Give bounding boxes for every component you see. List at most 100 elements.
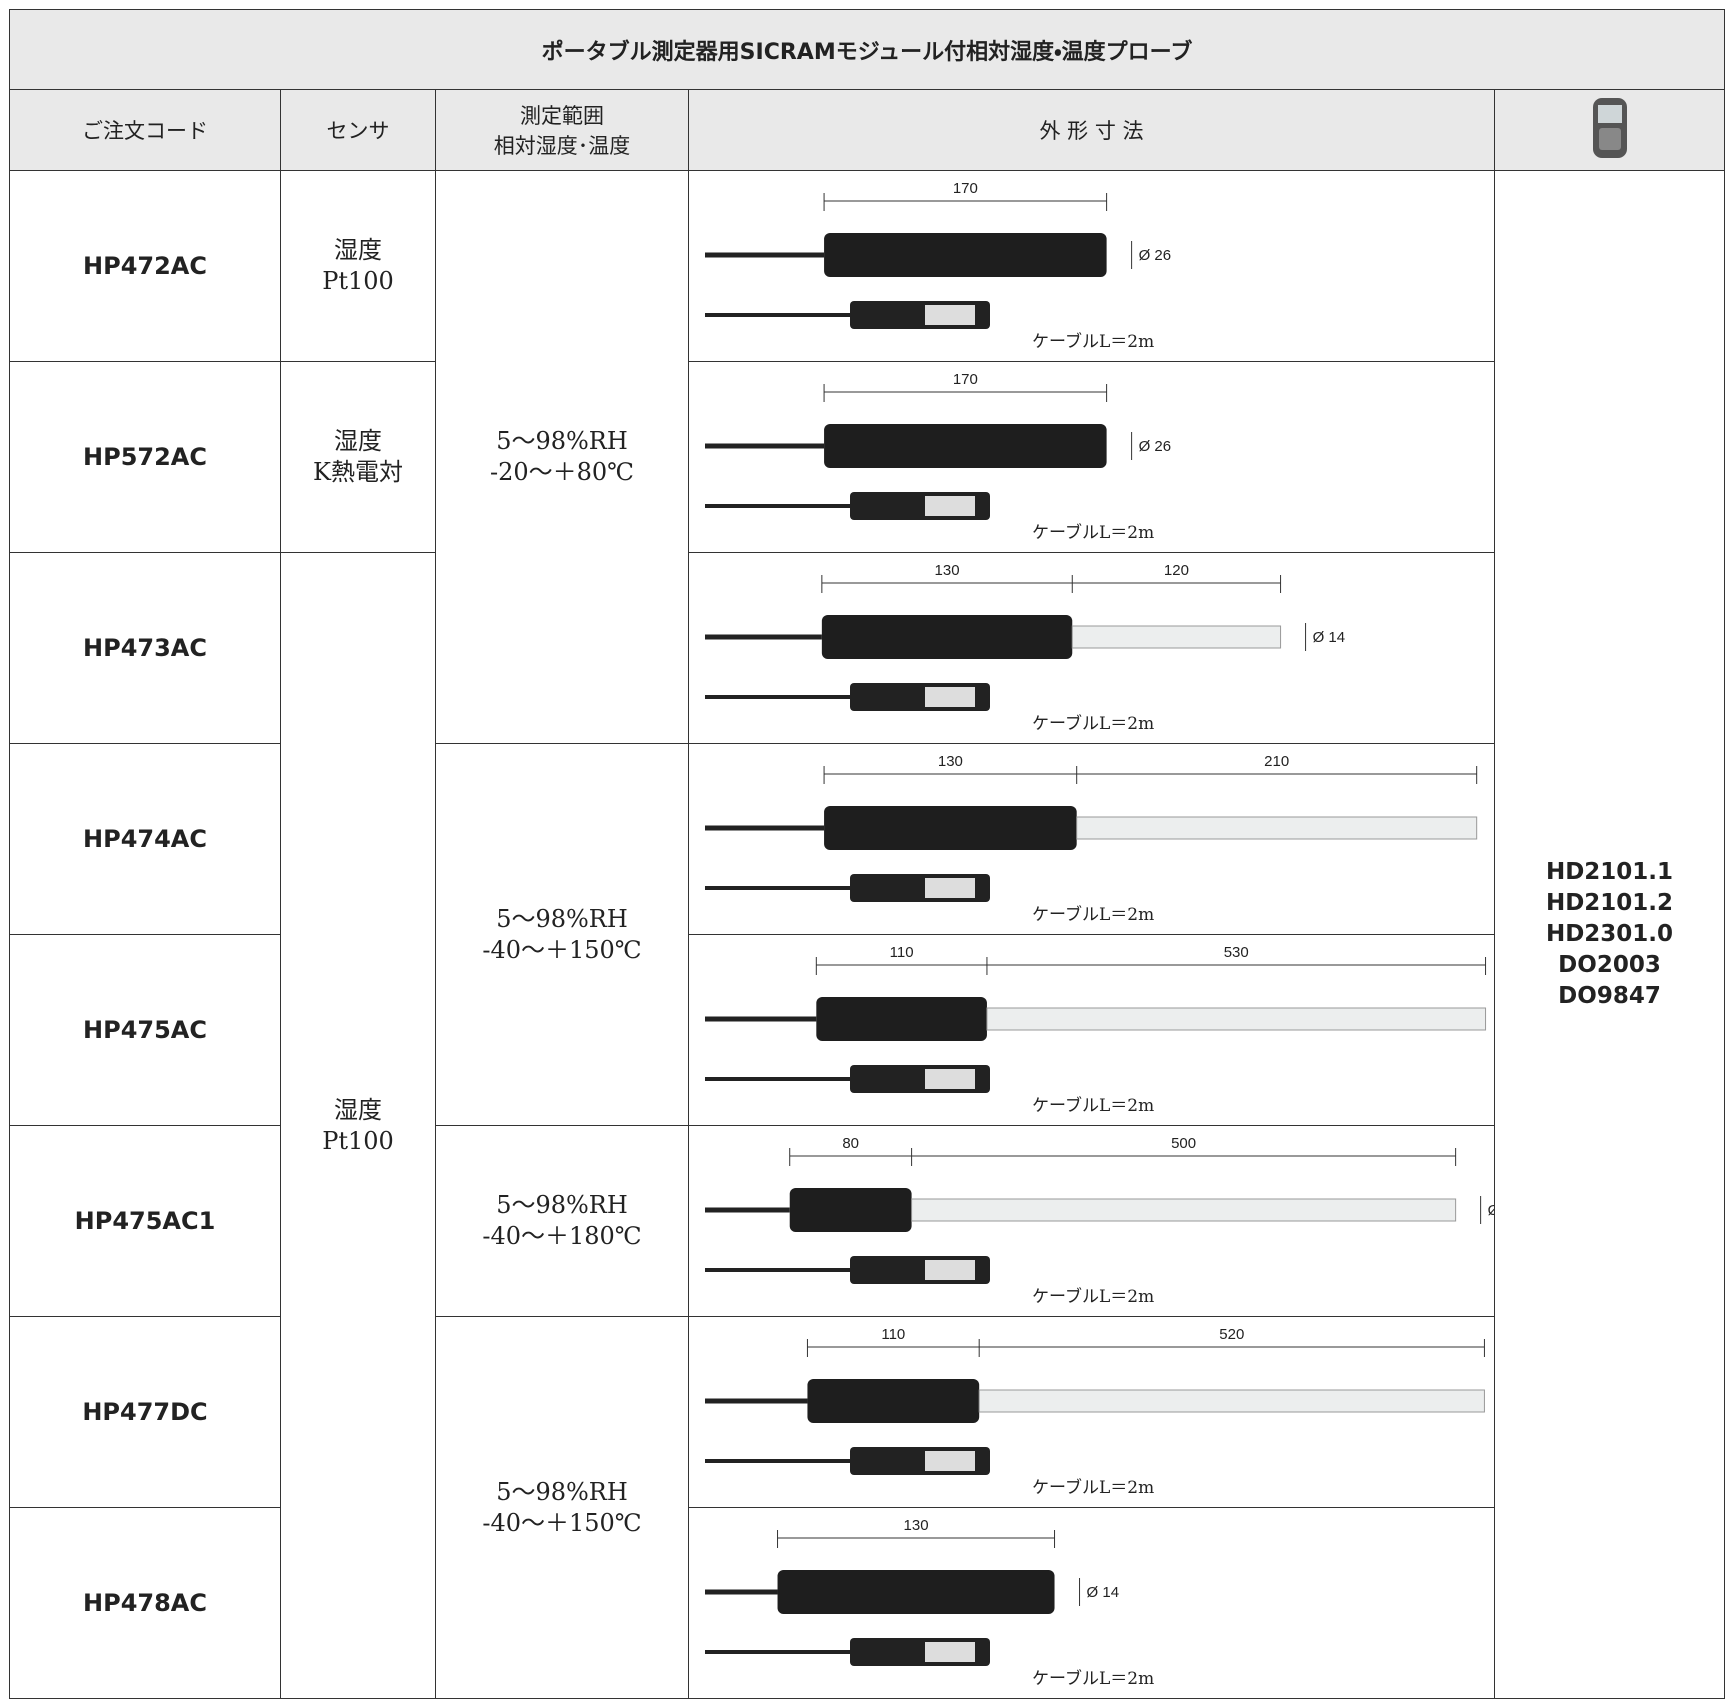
probe-handle bbox=[806, 1379, 979, 1423]
sensor-line: Pt100 bbox=[322, 267, 394, 295]
dim-length: 130 bbox=[903, 1517, 928, 1534]
dim-length: 500 bbox=[1171, 1135, 1196, 1152]
probe-handle bbox=[789, 1188, 912, 1232]
probe-drawing: 11052018x4ケーブルL＝2m bbox=[704, 1326, 1548, 1498]
header-sensor: センサ bbox=[280, 89, 436, 171]
sensor-line: 湿度 bbox=[334, 427, 382, 455]
probe-stem bbox=[978, 1389, 1485, 1413]
header-device bbox=[1493, 89, 1726, 171]
dim-length: 520 bbox=[1219, 1326, 1244, 1343]
cable-length: ケーブルL＝2m bbox=[1032, 1286, 1154, 1307]
diameter: Ø 26 bbox=[1138, 438, 1171, 455]
probe-handle bbox=[823, 233, 1107, 277]
probe-stem bbox=[910, 1198, 1456, 1222]
range-cell: 5〜98%RH -40〜＋180℃ bbox=[435, 1125, 689, 1317]
order-code: HP473AC bbox=[9, 552, 281, 744]
table-title: ポータブル測定器用SICRAMモジュール付相対湿度・温度プローブ bbox=[8, 9, 1726, 90]
dim-length: 210 bbox=[1264, 753, 1289, 770]
probe-handle bbox=[815, 997, 987, 1041]
order-code: HP472AC bbox=[9, 170, 281, 362]
probe-table: ポータブル測定器用SICRAMモジュール付相対湿度・温度プローブ ご注文コード … bbox=[8, 9, 1726, 1699]
probe-stem bbox=[985, 1007, 1486, 1031]
diameter: Ø 14 bbox=[1487, 1202, 1493, 1219]
connector-label bbox=[924, 496, 975, 516]
order-code: HP478AC bbox=[9, 1507, 281, 1699]
range-line: 5〜98%RH bbox=[496, 904, 628, 933]
compatible-model: DO2003 bbox=[1558, 952, 1661, 978]
connector-label bbox=[924, 1260, 975, 1280]
order-code: HP477DC bbox=[9, 1316, 281, 1508]
order-code: HP572AC bbox=[9, 361, 281, 553]
sensor-line: Pt100 bbox=[322, 1126, 394, 1155]
order-code: HP475AC bbox=[9, 934, 281, 1126]
probe-handle bbox=[823, 806, 1077, 850]
order-code: HP474AC bbox=[9, 743, 281, 935]
probe-drawing: 130 Ø 14 ケーブルL＝2m bbox=[704, 1517, 1154, 1689]
dim-length: 170 bbox=[952, 371, 977, 388]
sensor-line: 湿度 bbox=[334, 1095, 382, 1124]
probe-row: HP475AC1 5〜98%RH -40〜＋180℃ 80 500 Ø 14 ケーブルL＝2… bbox=[9, 1125, 1725, 1317]
dimension-cell: 130 120 Ø 14 ケーブルL＝2m bbox=[688, 552, 1495, 744]
header-dimensions: 外 形 寸 法 bbox=[688, 89, 1495, 171]
range-line: -20〜＋80℃ bbox=[489, 458, 635, 486]
dim-length: 80 bbox=[842, 1135, 859, 1152]
probe-row: HP477DC5〜98%RH-40〜＋150℃11052018x4ケーブルL＝2… bbox=[9, 1316, 1725, 1699]
order-code: HP475AC1 bbox=[9, 1125, 281, 1317]
diameter: Ø 14 bbox=[1312, 629, 1345, 646]
device-screen bbox=[1597, 104, 1622, 123]
diameter: Ø 26 bbox=[1138, 247, 1171, 264]
cable-length: ケーブルL＝2m bbox=[1032, 522, 1154, 543]
dim-length: 130 bbox=[937, 753, 962, 770]
range-cell: 5〜98%RH -40〜＋150℃ bbox=[435, 743, 689, 1126]
header-row: ご注文コード センサ 測定範囲相対湿度･温度 外 形 寸 法 bbox=[9, 89, 1726, 171]
connector-label bbox=[924, 687, 975, 707]
range-line: 5〜98%RH bbox=[496, 1477, 628, 1506]
dim-length: 110 bbox=[889, 944, 913, 961]
probe-handle bbox=[777, 1570, 1055, 1614]
connector-label bbox=[924, 1069, 975, 1089]
sensor-line: K熱電対 bbox=[313, 458, 403, 486]
dimension-cell: 130 Ø 14 ケーブルL＝2m bbox=[688, 1507, 1495, 1699]
dim-length: 530 bbox=[1223, 944, 1248, 961]
sensor-line: 湿度 bbox=[334, 236, 382, 264]
cable-length: ケーブルL＝2m bbox=[1032, 1095, 1154, 1116]
probe-handle bbox=[821, 615, 1072, 659]
header-range: 測定範囲相対湿度･温度 bbox=[435, 89, 689, 171]
dimension-cell: 11052018x4ケーブルL＝2m bbox=[688, 1316, 1548, 1508]
cable-length: ケーブルL＝2m bbox=[1032, 713, 1154, 734]
header-range-line: 相対湿度･温度 bbox=[493, 134, 631, 158]
header-code: ご注文コード bbox=[9, 89, 281, 171]
cable-length: ケーブルL＝2m bbox=[1032, 904, 1154, 925]
connector-label bbox=[924, 1451, 975, 1471]
dim-length: 110 bbox=[881, 1326, 905, 1343]
probe-drawing: 80 500 Ø 14 ケーブルL＝2m bbox=[704, 1135, 1520, 1307]
probe-stem bbox=[1075, 816, 1477, 840]
probe-row: HP472AC 湿度 Pt100 5〜98%RH -20〜＋80℃ 170 Ø 26 ケーブル… bbox=[9, 170, 1726, 1699]
dimension-cell: 80 500 Ø 14 ケーブルL＝2m bbox=[688, 1125, 1520, 1317]
probe-drawing: 130 120 Ø 14 ケーブルL＝2m bbox=[704, 562, 1345, 734]
probe-row: HP478AC 130 Ø 14 ケーブルL＝2m bbox=[9, 1507, 1725, 1699]
range-cell: 5〜98%RH -40〜＋150℃ bbox=[435, 1316, 689, 1699]
connector-label bbox=[924, 1642, 975, 1662]
range-line: -40〜＋150℃ bbox=[482, 935, 642, 964]
range-line: 5〜98%RH bbox=[496, 1191, 628, 1219]
connector-label bbox=[924, 878, 975, 898]
compatible-model: HD2101.1 bbox=[1545, 859, 1674, 885]
sensor-cell: 湿度 Pt100 bbox=[280, 170, 436, 362]
range-line: -40〜＋150℃ bbox=[482, 1508, 642, 1537]
connector-label bbox=[924, 305, 975, 325]
probe-drawing: 170 Ø 26 ケーブルL＝2m bbox=[704, 180, 1171, 352]
device-icon bbox=[1592, 97, 1627, 158]
range-line: -40〜＋180℃ bbox=[482, 1222, 642, 1250]
cable-length: ケーブルL＝2m bbox=[1032, 1668, 1154, 1689]
probe-drawing: 170 Ø 26 ケーブルL＝2m bbox=[704, 371, 1171, 543]
sensor-cell: 湿度 Pt100 bbox=[280, 552, 436, 1699]
header-range-line: 測定範囲 bbox=[520, 104, 604, 128]
compatible-model: HD2301.0 bbox=[1545, 921, 1674, 947]
